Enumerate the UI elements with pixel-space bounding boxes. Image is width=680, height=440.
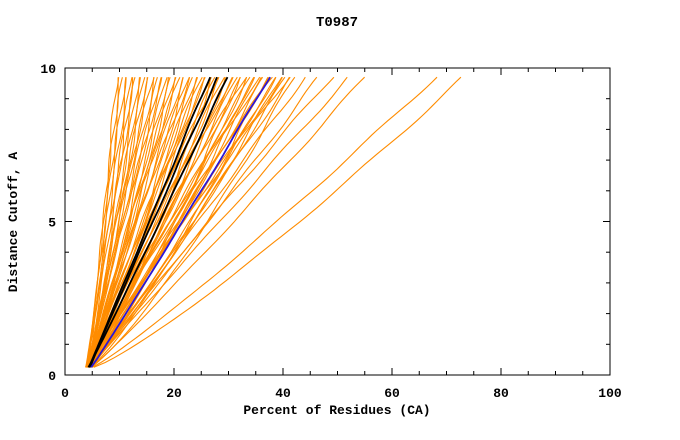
x-tick-label: 20 xyxy=(166,386,182,401)
y-tick-label: 5 xyxy=(48,216,56,231)
y-tick-label: 10 xyxy=(40,62,56,77)
plot-area: 0 20 40 60 80 100 0 5 10 xyxy=(40,62,622,401)
x-tick-label: 100 xyxy=(598,386,622,401)
x-axis-label: Percent of Residues (CA) xyxy=(243,403,430,418)
y-tick-label: 0 xyxy=(48,369,56,384)
x-tick-label: 40 xyxy=(275,386,291,401)
y-axis-label: Distance Cutoff, A xyxy=(6,152,21,293)
x-tick-label: 60 xyxy=(384,386,400,401)
x-tick-label: 80 xyxy=(493,386,509,401)
chart-title: T0987 xyxy=(316,15,358,31)
x-tick-label: 0 xyxy=(61,386,69,401)
